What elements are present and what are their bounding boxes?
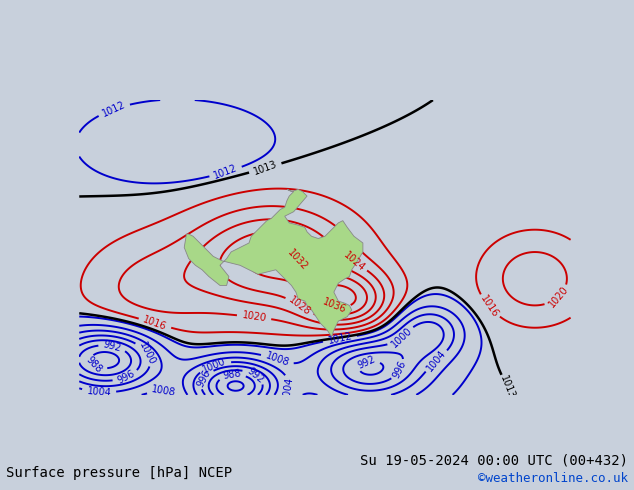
Text: 992: 992 <box>356 354 377 371</box>
Text: 996: 996 <box>392 359 408 380</box>
Text: 1024: 1024 <box>341 250 366 273</box>
Text: 996: 996 <box>115 368 136 386</box>
Text: 1004: 1004 <box>425 348 448 373</box>
Text: 1020: 1020 <box>241 310 267 324</box>
Text: 988: 988 <box>84 355 104 375</box>
Text: 1016: 1016 <box>478 293 500 319</box>
Text: 1008: 1008 <box>264 350 290 368</box>
Text: 1028: 1028 <box>287 294 313 317</box>
Text: Su 19-05-2024 00:00 UTC (00+432): Su 19-05-2024 00:00 UTC (00+432) <box>359 454 628 468</box>
Text: 992: 992 <box>245 366 266 385</box>
Text: 1000: 1000 <box>201 356 228 375</box>
Text: 1020: 1020 <box>547 284 571 309</box>
Polygon shape <box>184 189 363 337</box>
Text: 1013: 1013 <box>252 159 278 177</box>
Text: 1032: 1032 <box>285 247 309 272</box>
Text: Surface pressure [hPa] NCEP: Surface pressure [hPa] NCEP <box>6 466 233 480</box>
Text: 1013: 1013 <box>498 374 517 401</box>
Text: 1012: 1012 <box>212 163 239 181</box>
Text: 1016: 1016 <box>142 314 168 332</box>
Text: 992: 992 <box>102 339 123 353</box>
Text: ©weatheronline.co.uk: ©weatheronline.co.uk <box>477 472 628 485</box>
Text: 1004: 1004 <box>281 375 294 401</box>
Text: 1012: 1012 <box>100 99 127 119</box>
Text: 1008: 1008 <box>151 384 177 398</box>
Text: 1000: 1000 <box>389 325 414 349</box>
Text: 1012: 1012 <box>327 331 353 346</box>
Text: 1036: 1036 <box>321 296 347 315</box>
Text: 988: 988 <box>222 368 242 381</box>
Text: 996: 996 <box>195 368 212 389</box>
Text: 1000: 1000 <box>137 340 157 367</box>
Text: 1004: 1004 <box>86 386 112 398</box>
